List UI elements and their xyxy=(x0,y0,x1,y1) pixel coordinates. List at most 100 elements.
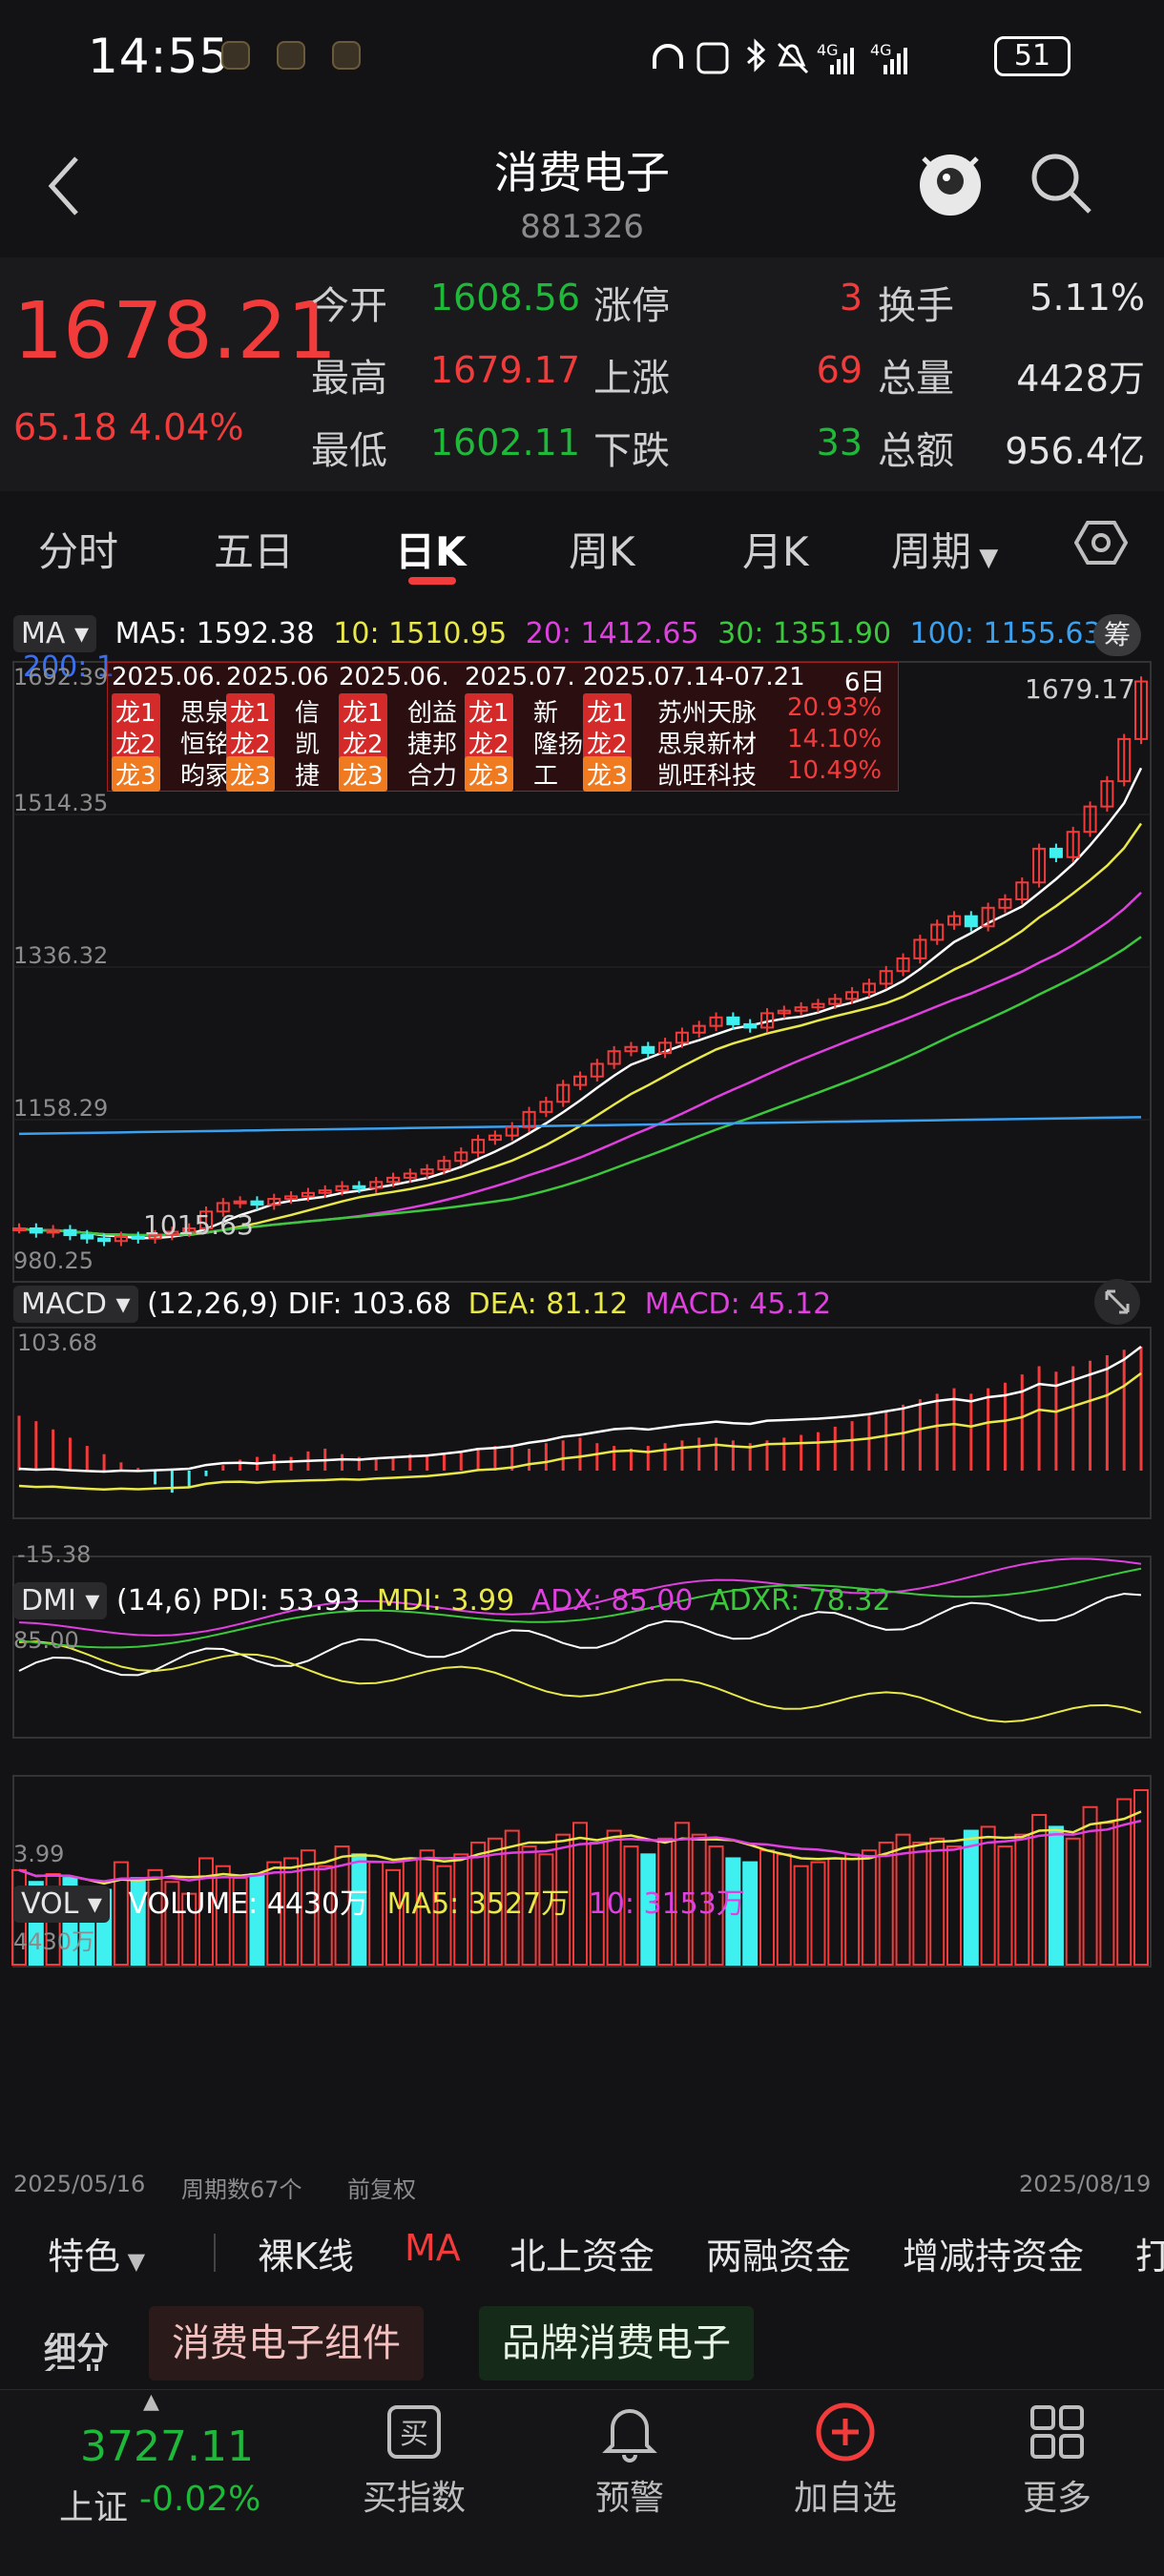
back-button[interactable] xyxy=(42,153,90,219)
nav-more[interactable]: 更多 xyxy=(1022,2479,1091,2518)
nav-buy-index[interactable]: 买指数 xyxy=(362,2479,466,2518)
feature-ma[interactable]: MA xyxy=(405,2227,461,2269)
volume-bar xyxy=(691,1833,707,1966)
x-axis-start: 2025/05/16 xyxy=(13,2171,146,2197)
candle xyxy=(1117,737,1132,783)
candle xyxy=(1066,831,1080,858)
dif-line xyxy=(18,1345,1142,1473)
stat-label: 涨停 xyxy=(593,284,670,328)
volume-bar xyxy=(521,1845,537,1967)
volume-bar xyxy=(300,1849,316,1966)
feature-holdings[interactable]: 增减持资金 xyxy=(903,2236,1085,2277)
stat-label: 上涨 xyxy=(593,357,670,401)
volume-bar xyxy=(1116,1798,1133,1966)
candle xyxy=(148,1234,162,1240)
dragon-rank-tag: 龙2 xyxy=(339,725,387,760)
candle xyxy=(352,1185,366,1189)
candle xyxy=(811,1002,825,1009)
expand-icon[interactable] xyxy=(1093,1278,1141,1326)
stat-value: 1608.56 xyxy=(429,277,580,319)
candle xyxy=(658,1041,673,1054)
macd-dropdown[interactable]: MACD ▾ xyxy=(13,1286,138,1323)
x-axis-end: 2025/08/19 xyxy=(1019,2171,1152,2197)
stat-label: 下跌 xyxy=(593,429,670,473)
stat-value: 33 xyxy=(816,422,863,464)
dragon-row: 龙1 思泉 龙1 信龙1 创益 龙1 新龙1 苏州天脉 20.93% xyxy=(108,693,896,729)
bottom-nav xyxy=(0,2389,1164,2576)
candle xyxy=(590,1062,604,1078)
bell-icon[interactable] xyxy=(601,2401,658,2463)
kline-chart[interactable] xyxy=(0,603,1164,2205)
candle xyxy=(964,915,978,928)
nav-add-watchlist[interactable]: 加自选 xyxy=(793,2479,897,2518)
feature-bare-k[interactable]: 裸K线 xyxy=(258,2236,354,2277)
volume-bar xyxy=(793,1865,809,1966)
tab-five-day[interactable]: 五日 xyxy=(214,528,295,575)
volume-bars xyxy=(11,1789,1149,1967)
candle xyxy=(777,1009,791,1015)
vol-ma10-line xyxy=(18,1819,1142,1883)
candle xyxy=(879,970,893,985)
app-notification-icon xyxy=(277,41,305,70)
candle xyxy=(1083,805,1097,834)
tag-brand-consumer[interactable]: 品牌消费电子 xyxy=(479,2306,754,2380)
buy-index-icon[interactable]: 买 xyxy=(385,2403,443,2461)
ma20-value: 20: 1412.65 xyxy=(525,617,699,650)
index-value[interactable]: 3727.11 xyxy=(80,2422,254,2471)
search-icon[interactable] xyxy=(1029,151,1095,217)
ma10-value: 10: 1510.95 xyxy=(333,617,508,650)
feature-margin[interactable]: 两融资金 xyxy=(706,2236,852,2277)
volume-bar xyxy=(470,1841,487,1966)
feature-special[interactable]: 特色 ▼ xyxy=(48,2227,145,2279)
dragon-col-date: 2025.06 xyxy=(226,663,329,691)
volume-bar xyxy=(657,1837,674,1967)
candle xyxy=(267,1198,281,1206)
feature-more[interactable]: 打 xyxy=(1135,2236,1164,2277)
volume-bar xyxy=(1048,1825,1064,1966)
tab-weekly-k[interactable]: 周K xyxy=(569,528,635,575)
volume-bar xyxy=(895,1833,911,1966)
volume-bar xyxy=(742,1861,759,1967)
ma-dropdown[interactable]: MA ▾ xyxy=(13,615,97,652)
vol-dropdown[interactable]: VOL ▾ xyxy=(13,1886,110,1923)
nav-alert[interactable]: 预警 xyxy=(594,2479,664,2518)
grid-more-icon[interactable] xyxy=(1029,2403,1086,2461)
volume-bar xyxy=(912,1841,928,1966)
chevron-down-icon: ▼ xyxy=(120,2248,146,2275)
feature-northbound[interactable]: 北上资金 xyxy=(509,2236,655,2277)
dmi-mdi: MDI: 3.99 xyxy=(376,1584,515,1618)
adjust-mode[interactable]: 前复权 xyxy=(347,2176,416,2203)
mute-bell-icon xyxy=(777,42,809,74)
candle xyxy=(726,1016,740,1025)
dragon-tiger-table[interactable]: 2025.06. 2025.06 2025.06. 2025.07. 2025.… xyxy=(107,662,899,792)
tab-period[interactable]: 周期 ▼ xyxy=(891,520,998,578)
active-tab-indicator xyxy=(408,577,456,585)
y-axis-label: 1336.32 xyxy=(13,942,109,969)
tag-consumer-components[interactable]: 消费电子组件 xyxy=(149,2306,424,2380)
macd-value: MACD: 45.12 xyxy=(644,1288,832,1321)
tab-monthly-k[interactable]: 月K xyxy=(742,528,809,575)
dragon-col-date: 2025.07. xyxy=(465,663,575,691)
candle xyxy=(335,1185,349,1192)
candle xyxy=(165,1230,179,1237)
volume-bar xyxy=(1014,1833,1030,1966)
candle xyxy=(437,1160,451,1171)
dmi-dropdown[interactable]: DMI ▾ xyxy=(13,1582,108,1619)
candle xyxy=(624,1045,638,1053)
ma-indicator-row: MA ▾ MA5: 1592.38 10: 1510.95 20: 1412.6… xyxy=(13,615,1164,684)
dragon-rank-tag: 龙1 xyxy=(112,693,160,729)
candle xyxy=(284,1195,299,1201)
adx-line xyxy=(18,1557,1142,1637)
add-watchlist-icon[interactable] xyxy=(815,2401,876,2463)
candle xyxy=(998,897,1012,909)
dmi-params: (14,6) xyxy=(116,1584,203,1618)
settings-hexagon-icon[interactable] xyxy=(1074,519,1128,567)
macd-top-label: 103.68 xyxy=(17,1329,97,1356)
volume-bar xyxy=(640,1853,656,1967)
stat-value: 1602.11 xyxy=(429,422,580,464)
tab-daily-k[interactable]: 日K xyxy=(395,528,467,575)
volume-bar xyxy=(1031,1814,1048,1966)
chip-distribution-button[interactable]: 筹 xyxy=(1093,614,1141,656)
mascot-icon[interactable] xyxy=(914,143,987,219)
tab-intraday[interactable]: 分时 xyxy=(38,528,119,575)
